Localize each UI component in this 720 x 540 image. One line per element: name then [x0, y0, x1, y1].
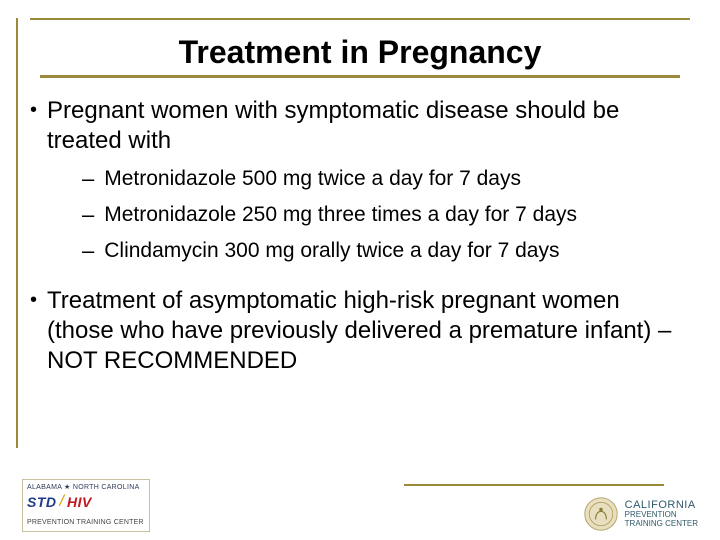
logo-left-line1: ALABAMA ★ NORTH CAROLINA: [27, 483, 145, 491]
dash-icon: –: [82, 166, 94, 192]
footer-rule: [404, 484, 664, 486]
bullet-text: Pregnant women with symptomatic disease …: [47, 96, 680, 156]
bullet-dot-icon: •: [30, 96, 37, 124]
sub-bullet-text: Clindamycin 300 mg orally twice a day fo…: [104, 238, 559, 264]
logo-right-line3: TRAINING CENTER: [625, 519, 698, 528]
bullet-item: • Pregnant women with symptomatic diseas…: [30, 96, 680, 156]
bullet-dot-icon: •: [30, 286, 37, 314]
dash-icon: –: [82, 202, 94, 228]
logo-right-text: CALIFORNIA PREVENTION TRAINING CENTER: [625, 501, 698, 528]
sub-bullet-list: – Metronidazole 500 mg twice a day for 7…: [82, 166, 680, 264]
sub-bullet-item: – Clindamycin 300 mg orally twice a day …: [82, 238, 680, 264]
logo-right: CALIFORNIA PREVENTION TRAINING CENTER: [583, 496, 698, 532]
sub-bullet-text: Metronidazole 250 mg three times a day f…: [104, 202, 577, 228]
bullet-list: • Pregnant women with symptomatic diseas…: [30, 96, 690, 376]
logo-left-row: STD / HIV: [27, 493, 145, 511]
title-underline: [40, 75, 680, 78]
slide: Treatment in Pregnancy • Pregnant women …: [0, 0, 720, 540]
left-rule: [16, 18, 18, 448]
dash-icon: –: [82, 238, 94, 264]
logo-left-hiv: HIV: [67, 494, 92, 510]
logo-right-brand: CALIFORNIA: [625, 501, 698, 510]
sub-bullet-item: – Metronidazole 250 mg three times a day…: [82, 202, 680, 228]
slash-icon: /: [60, 493, 64, 511]
logo-right-line2: PREVENTION: [625, 510, 698, 519]
seal-icon: [583, 496, 619, 532]
sub-bullet-item: – Metronidazole 500 mg twice a day for 7…: [82, 166, 680, 192]
sub-bullet-text: Metronidazole 500 mg twice a day for 7 d…: [104, 166, 521, 192]
logo-left: ALABAMA ★ NORTH CAROLINA STD / HIV PREVE…: [22, 479, 150, 532]
slide-title: Treatment in Pregnancy: [30, 34, 690, 71]
logo-left-line3: PREVENTION TRAINING CENTER: [27, 519, 144, 526]
footer: ALABAMA ★ NORTH CAROLINA STD / HIV PREVE…: [0, 468, 720, 540]
logo-left-box: ALABAMA ★ NORTH CAROLINA STD / HIV PREVE…: [22, 479, 150, 532]
logo-left-std: STD: [27, 494, 57, 510]
bullet-item: • Treatment of asymptomatic high-risk pr…: [30, 286, 680, 376]
bullet-text: Treatment of asymptomatic high-risk preg…: [47, 286, 680, 376]
top-rule: [30, 18, 690, 20]
